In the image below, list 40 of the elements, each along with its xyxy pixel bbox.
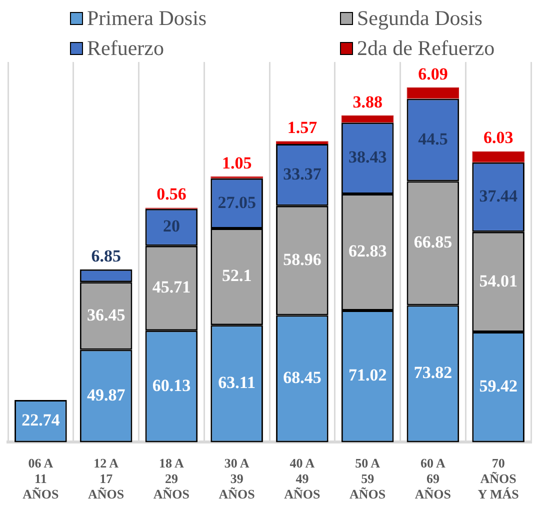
data-label: 60.13: [152, 376, 191, 395]
data-label: 66.85: [414, 232, 452, 252]
x-tick-label: 70 AÑOS Y MÁS: [478, 455, 519, 502]
data-label: 6.85: [91, 246, 121, 266]
data-label: 58.96: [283, 250, 322, 269]
data-label: 38.43: [348, 148, 387, 167]
x-tick-label: 18 A 29 AÑOS: [153, 455, 190, 502]
data-label: 44.5: [418, 129, 448, 148]
data-label: 59.42: [479, 376, 518, 396]
data-label: 1.05: [222, 153, 252, 172]
data-label: 0.56: [156, 184, 186, 204]
x-tick-label: 30 A 39 AÑOS: [218, 455, 255, 502]
data-label: 73.82: [414, 363, 452, 382]
data-label: 52.1: [222, 266, 252, 286]
data-label: 27.05: [218, 192, 256, 212]
data-label: 20: [162, 216, 180, 236]
data-label: 33.37: [283, 164, 322, 184]
data-label: 54.01: [479, 271, 518, 290]
legend-label: Refuerzo: [87, 36, 164, 60]
data-label: 63.11: [218, 373, 256, 392]
data-label: 36.45: [86, 305, 126, 324]
data-label: 62.83: [348, 242, 387, 261]
data-label: 68.45: [283, 368, 322, 388]
data-label: 3.88: [352, 92, 382, 112]
data-label: 22.74: [22, 410, 60, 430]
data-label: 45.71: [152, 278, 191, 297]
data-label: 49.87: [86, 385, 126, 404]
legend-label: Primera Dosis: [87, 6, 207, 30]
x-tick-label: 06 A 11 AÑOS: [22, 455, 59, 502]
legend-label: 2da de Refuerzo: [357, 36, 495, 60]
data-label: 1.57: [287, 118, 318, 137]
data-label: 37.44: [479, 186, 518, 206]
data-label: 6.09: [418, 64, 448, 84]
x-tick-label: 12 A 17 AÑOS: [88, 455, 124, 502]
x-tick-label: 60 A 69 AÑOS: [414, 455, 451, 502]
legend-label: Segunda Dosis: [357, 6, 482, 30]
data-label: 6.03: [483, 128, 514, 148]
data-label: 71.02: [348, 366, 387, 385]
x-tick-label: 40 A 49 AÑOS: [284, 455, 320, 502]
x-tick-label: 50 A 59 AÑOS: [350, 455, 386, 502]
